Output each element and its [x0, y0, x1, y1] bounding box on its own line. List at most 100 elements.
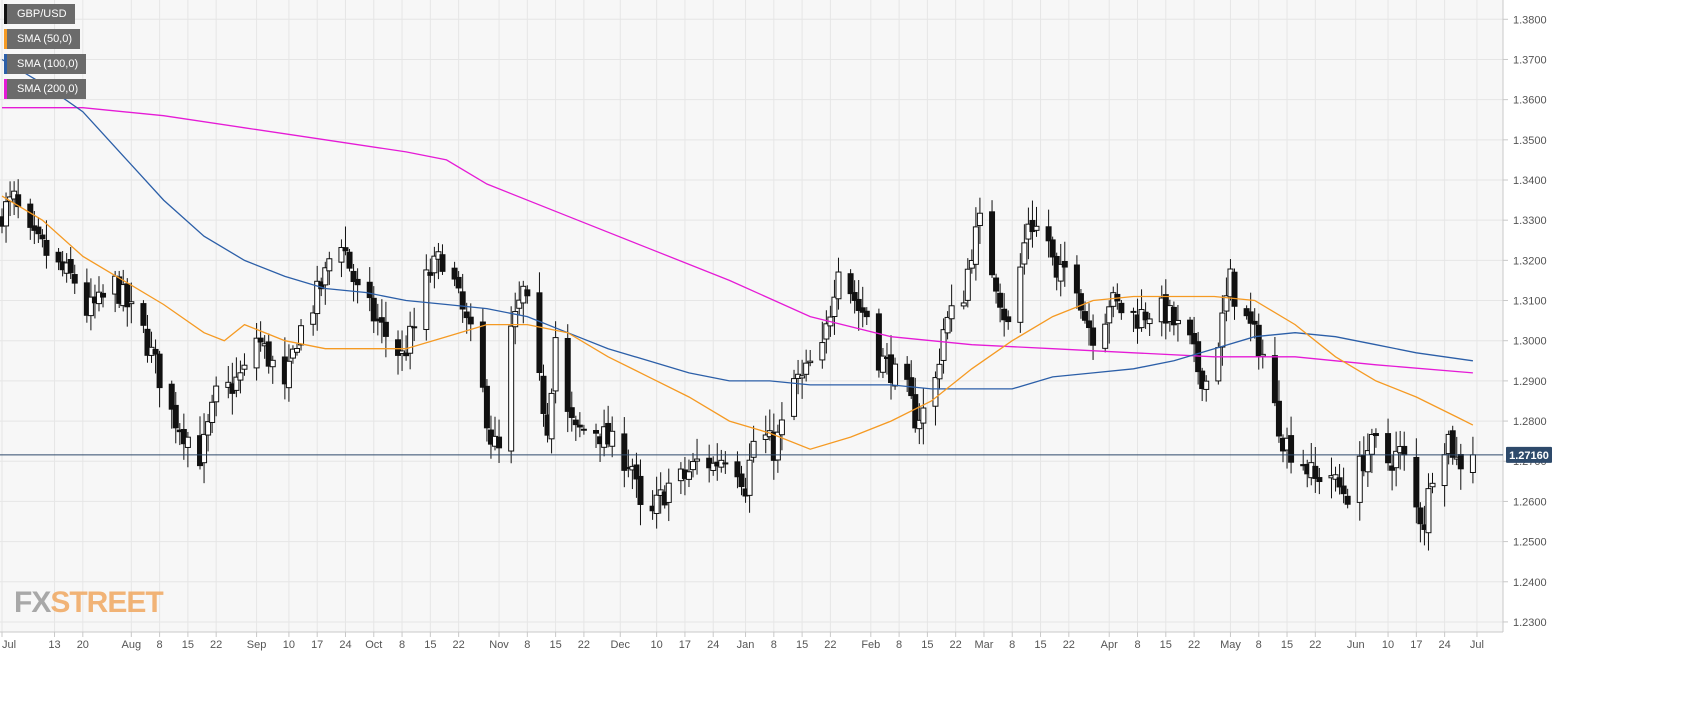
y-tick-label: 1.2500 — [1513, 537, 1547, 549]
candle-body — [407, 325, 414, 354]
candle — [346, 248, 353, 272]
candle-body — [423, 269, 430, 330]
candle — [1215, 342, 1222, 385]
candle — [205, 413, 212, 452]
x-tick-label: Dec — [610, 639, 630, 651]
candle — [855, 279, 862, 331]
candle — [35, 217, 42, 243]
candle — [1417, 502, 1424, 543]
candle-body — [746, 459, 753, 496]
legend-swatch — [4, 54, 7, 74]
candle-body — [778, 419, 785, 436]
candle — [807, 349, 814, 367]
candle-body — [564, 337, 571, 412]
candle-body — [431, 255, 438, 274]
candle-body — [378, 317, 385, 323]
candle — [750, 425, 757, 463]
candle — [1045, 209, 1052, 258]
candle — [1259, 339, 1266, 369]
candle-body — [451, 267, 458, 280]
candle — [690, 452, 697, 478]
candle — [411, 307, 418, 342]
candle — [43, 220, 50, 269]
candle-body — [633, 464, 640, 480]
candle-body — [1081, 311, 1088, 321]
candle — [87, 278, 94, 331]
candle — [524, 285, 531, 304]
candle — [516, 281, 523, 315]
candle-body — [912, 394, 919, 429]
candle — [964, 258, 971, 308]
candle — [124, 278, 131, 327]
candle — [241, 353, 248, 376]
candle-body — [1090, 327, 1097, 346]
candle-body — [241, 364, 248, 370]
x-tick-label: Nov — [489, 639, 509, 651]
x-tick-label: 15 — [921, 639, 933, 651]
candle-body — [552, 337, 559, 392]
x-tick-label: 15 — [549, 639, 561, 651]
candle-body — [479, 321, 486, 388]
candle — [459, 273, 466, 323]
x-tick-label: 8 — [1256, 639, 1262, 651]
candle — [1102, 313, 1109, 353]
candle — [685, 459, 692, 488]
candle-body — [496, 436, 503, 449]
y-tick-label: 1.2300 — [1513, 617, 1547, 629]
legend-item-gbpusd[interactable]: GBP/USD — [4, 4, 86, 24]
candle-body — [87, 296, 94, 317]
candle — [976, 197, 983, 244]
candle-body — [289, 348, 296, 359]
legend-item-sma100[interactable]: SMA (100,0) — [4, 54, 87, 74]
candle-body — [791, 378, 798, 417]
candle — [1057, 243, 1064, 297]
candle — [184, 431, 191, 468]
candle-body — [467, 316, 474, 325]
candle-body — [1413, 456, 1420, 508]
x-tick-label: 20 — [77, 639, 89, 651]
y-tick-label: 1.2800 — [1513, 416, 1547, 428]
candle — [1061, 241, 1068, 287]
candle — [378, 299, 385, 344]
candle — [168, 380, 175, 429]
candle-body — [1077, 293, 1084, 311]
candle — [572, 415, 579, 441]
x-tick-label: 17 — [1410, 639, 1422, 651]
candle — [67, 246, 74, 280]
candle — [1081, 301, 1088, 324]
candle — [100, 284, 107, 308]
candle — [1005, 310, 1012, 330]
candle-body — [1187, 319, 1194, 336]
sma-50-line — [1, 195, 1474, 450]
candle — [257, 321, 264, 352]
candle — [95, 276, 102, 312]
candle — [201, 413, 208, 484]
candle-body — [1203, 380, 1210, 390]
candle — [847, 269, 854, 304]
x-tick-label: Feb — [861, 639, 880, 651]
candle — [738, 465, 745, 496]
x-tick-label: 15 — [1034, 639, 1046, 651]
candle-body — [1045, 226, 1052, 242]
candle — [1429, 472, 1436, 494]
candle — [774, 424, 781, 473]
y-tick-label: 1.3800 — [1513, 14, 1547, 26]
legend-item-sma50[interactable]: SMA (50,0) — [4, 29, 86, 49]
candle — [1219, 295, 1226, 366]
candle-body — [1271, 355, 1278, 404]
candle — [1017, 253, 1024, 333]
x-tick-label: 17 — [679, 639, 691, 651]
candle — [3, 192, 10, 243]
candle — [298, 319, 305, 351]
candle-body — [265, 341, 272, 367]
candle-body — [750, 440, 757, 458]
candle — [960, 290, 967, 310]
candle-body — [976, 212, 983, 227]
candle-body — [580, 428, 587, 431]
candle-body — [1336, 477, 1343, 488]
candle-body — [237, 372, 244, 381]
x-tick-label: 8 — [399, 639, 405, 651]
legend-item-sma200[interactable]: SMA (200,0) — [4, 79, 87, 99]
x-tick-label: 15 — [424, 639, 436, 651]
candle — [863, 307, 870, 326]
